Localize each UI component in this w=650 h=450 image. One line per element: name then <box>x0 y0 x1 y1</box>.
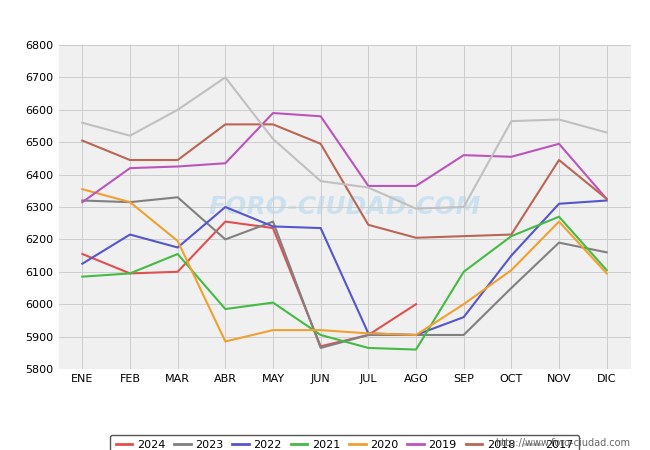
Text: FORO-CIUDAD.COM: FORO-CIUDAD.COM <box>208 195 481 219</box>
Legend: 2024, 2023, 2022, 2021, 2020, 2019, 2018, 2017: 2024, 2023, 2022, 2021, 2020, 2019, 2018… <box>111 435 578 450</box>
Text: Afiliados en Lora del Río a 31/8/2024: Afiliados en Lora del Río a 31/8/2024 <box>185 10 465 26</box>
Text: http://www.foro-ciudad.com: http://www.foro-ciudad.com <box>495 438 630 448</box>
